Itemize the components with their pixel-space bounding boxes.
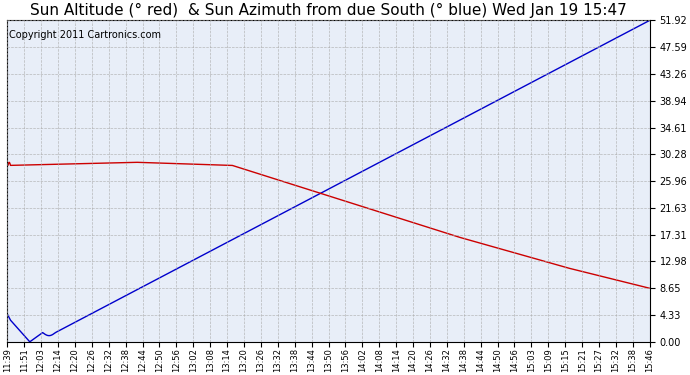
Text: Copyright 2011 Cartronics.com: Copyright 2011 Cartronics.com: [9, 30, 161, 40]
Title: Sun Altitude (° red)  & Sun Azimuth from due South (° blue) Wed Jan 19 15:47: Sun Altitude (° red) & Sun Azimuth from …: [30, 3, 627, 18]
